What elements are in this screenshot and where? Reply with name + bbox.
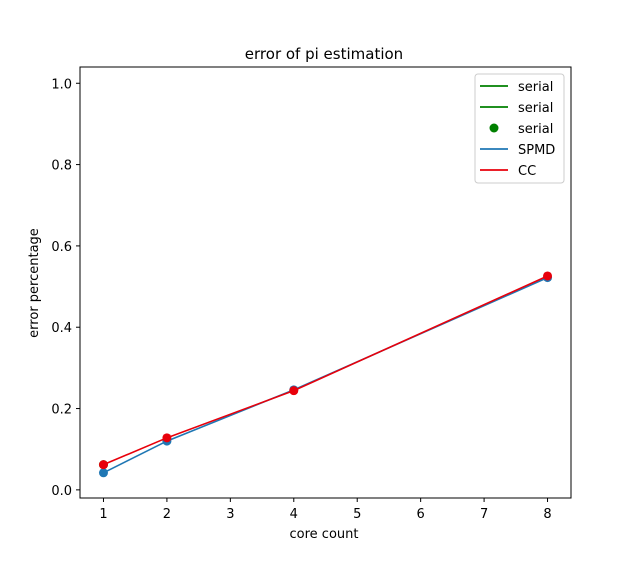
data-point (98, 468, 108, 478)
legend-label: serial (518, 122, 553, 137)
y-tick-label: 0.2 (51, 403, 72, 418)
data-series (98, 271, 553, 478)
x-tick-label: 3 (226, 507, 234, 522)
legend-frame (474, 73, 565, 184)
legend-item: serial (480, 101, 553, 116)
data-point (289, 386, 299, 396)
x-axis-label: core count (290, 527, 359, 542)
y-tick-label: 0.4 (51, 321, 72, 336)
data-point (98, 460, 108, 470)
y-axis-label: error percentage (27, 228, 42, 338)
legend-item: serial (489, 122, 553, 137)
legend-marker (489, 123, 499, 133)
data-point (162, 433, 172, 443)
x-tick-label: 4 (290, 507, 298, 522)
legend-label: serial (518, 80, 553, 95)
chart-title: error of pi estimation (245, 45, 403, 63)
y-tick-label: 0.0 (51, 484, 72, 499)
series-cc-4 (98, 271, 553, 470)
series-line (103, 275, 548, 466)
data-point (543, 271, 553, 281)
x-tick-label: 7 (480, 507, 488, 522)
x-tick-label: 1 (99, 507, 107, 522)
legend-label: SPMD (518, 143, 555, 158)
axes: 1 2 3 4 5 6 7 8 0.0 0.2 0.4 0.6 0.8 1.0 (51, 77, 551, 522)
legend-item: SPMD (480, 143, 555, 158)
legend-label: serial (518, 101, 553, 116)
y-tick-label: 1.0 (51, 77, 72, 92)
x-tick-label: 2 (163, 507, 171, 522)
legend: serial serial serial SPMD CC (474, 73, 565, 184)
x-tick-label: 6 (417, 507, 425, 522)
y-tick-label: 0.6 (51, 240, 72, 255)
x-tick-label: 5 (353, 507, 361, 522)
legend-item: CC (480, 164, 536, 179)
plot-frame (79, 66, 572, 499)
y-tick-label: 0.8 (51, 159, 72, 174)
legend-label: CC (518, 164, 536, 179)
x-tick-label: 8 (543, 507, 551, 522)
legend-item: serial (480, 80, 553, 95)
